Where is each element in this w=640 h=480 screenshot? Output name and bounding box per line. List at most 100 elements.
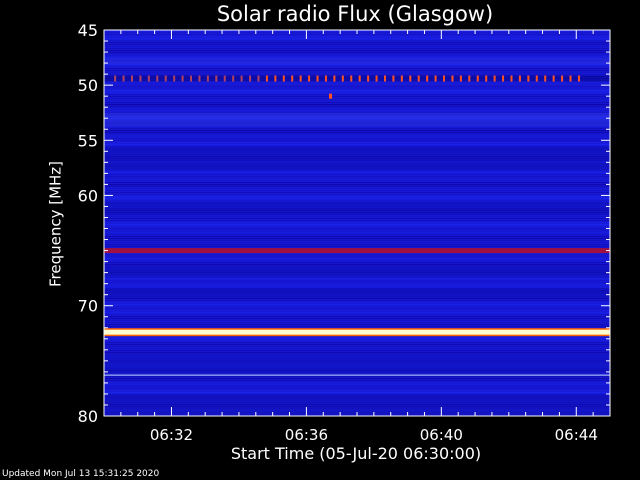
texture-stripe (104, 144, 610, 146)
texture-stripe (104, 52, 610, 54)
texture-stripe (104, 176, 610, 178)
texture-stripe (104, 48, 610, 50)
texture-stripe (104, 186, 610, 188)
texture-stripe (104, 282, 610, 284)
interference-dot (358, 75, 361, 82)
texture-stripe (104, 314, 610, 316)
interference-dot (249, 75, 252, 82)
texture-stripe (104, 182, 610, 184)
texture-stripe (104, 280, 610, 282)
interference-dot (223, 75, 226, 82)
interference-dot (181, 75, 184, 82)
texture-stripe (104, 124, 610, 126)
interference-dot (206, 75, 209, 82)
interference-dot (459, 75, 462, 82)
texture-stripe (104, 82, 610, 84)
texture-stripe (104, 40, 610, 42)
texture-stripe (104, 388, 610, 390)
y-tick-label: 45 (78, 21, 98, 40)
texture-stripe (104, 322, 610, 324)
texture-stripe (104, 108, 610, 110)
dark-band (104, 162, 610, 172)
chart-title: Solar radio Flux (Glasgow) (216, 2, 494, 26)
interference-dot (561, 75, 564, 82)
texture-stripe (104, 56, 610, 58)
texture-stripe (104, 242, 610, 244)
texture-stripe (104, 50, 610, 52)
texture-stripe (104, 140, 610, 142)
texture-stripe (104, 138, 610, 140)
interference-dot (156, 75, 159, 82)
dark-band (104, 145, 610, 162)
texture-stripe (104, 318, 610, 320)
texture-stripe (104, 64, 610, 66)
texture-stripe (104, 62, 610, 64)
interference-dot (552, 75, 555, 82)
texture-stripe (104, 102, 610, 104)
interference-dot (476, 75, 479, 82)
interference-dot (240, 75, 243, 82)
texture-stripe (104, 218, 610, 220)
isolated-point (329, 93, 333, 99)
texture-stripe (104, 172, 610, 174)
interference-dot (485, 75, 488, 82)
texture-stripe (104, 128, 610, 130)
band-feature (104, 248, 610, 254)
texture-stripe (104, 114, 610, 116)
texture-stripe (104, 184, 610, 186)
interference-dot (535, 75, 538, 82)
interference-dot (324, 75, 327, 82)
texture-stripe (104, 216, 610, 218)
texture-stripe (104, 310, 610, 312)
texture-stripe (104, 238, 610, 240)
texture-stripe (104, 110, 610, 112)
interference-dot (198, 75, 201, 82)
texture-stripe (104, 106, 610, 108)
texture-stripe (104, 196, 610, 198)
texture-stripe (104, 284, 610, 286)
texture-stripe (104, 224, 610, 226)
texture-stripe (104, 84, 610, 86)
texture-stripe (104, 230, 610, 232)
texture-stripe (104, 324, 610, 326)
interference-dot (232, 75, 235, 82)
texture-stripe (104, 304, 610, 306)
texture-stripe (104, 188, 610, 190)
texture-stripe (104, 136, 610, 138)
texture-stripe (104, 44, 610, 46)
texture-stripe (104, 192, 610, 194)
texture-stripe (104, 88, 610, 90)
texture-stripe (104, 178, 610, 180)
texture-stripe (104, 90, 610, 92)
texture-stripe (104, 220, 610, 222)
interference-dot (122, 75, 125, 82)
texture-stripe (104, 72, 610, 74)
texture-stripe (104, 354, 610, 356)
interference-dot (274, 75, 277, 82)
band-feature (104, 374, 610, 376)
interference-dot (367, 75, 370, 82)
texture-stripe (104, 100, 610, 102)
band-feature (104, 329, 610, 335)
texture-stripe (104, 240, 610, 242)
interference-dot (527, 75, 530, 82)
interference-dot (502, 75, 505, 82)
texture-stripe (104, 308, 610, 310)
texture-stripe (104, 174, 610, 176)
interference-dot (510, 75, 513, 82)
interference-dot (434, 75, 437, 82)
texture-stripe (104, 342, 610, 344)
interference-dot (493, 75, 496, 82)
interference-dot (291, 75, 294, 82)
texture-stripe (104, 372, 610, 374)
texture-stripe (104, 58, 610, 60)
texture-stripe (104, 70, 610, 72)
interference-dot (417, 75, 420, 82)
texture-stripe (104, 384, 610, 386)
texture-stripe (104, 38, 610, 40)
texture-stripe (104, 120, 610, 122)
texture-stripe (104, 306, 610, 308)
texture-stripe (104, 226, 610, 228)
x-tick-label: 06:32 (150, 426, 193, 444)
